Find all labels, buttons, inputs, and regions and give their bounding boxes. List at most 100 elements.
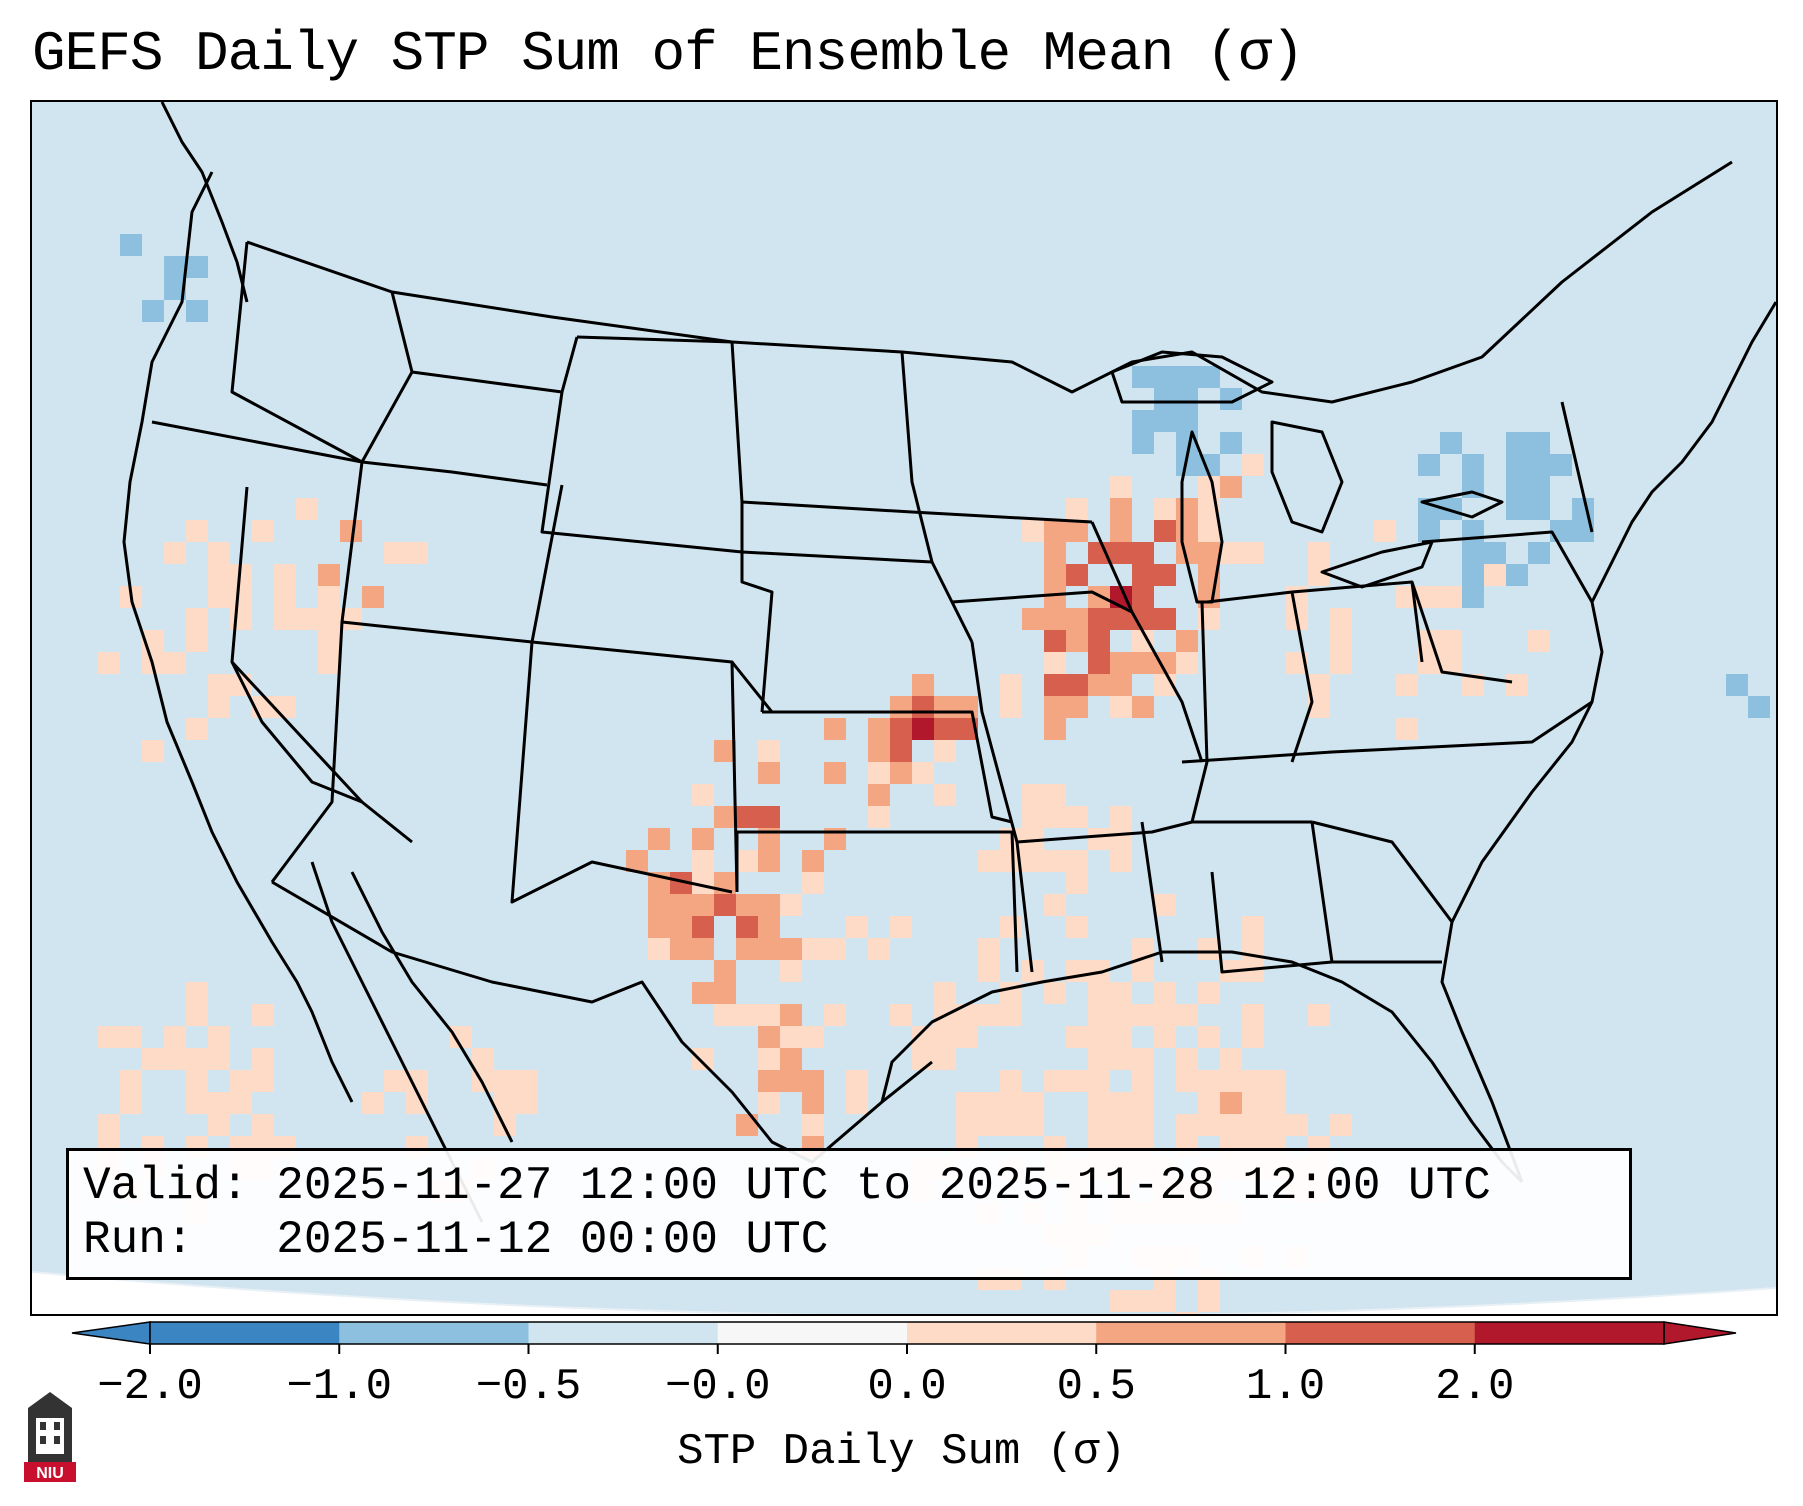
stp-cell <box>1286 586 1308 608</box>
stp-cell <box>1044 718 1066 740</box>
stp-cell <box>934 1048 956 1070</box>
stp-cell <box>1088 982 1110 1004</box>
stp-cell <box>1132 586 1154 608</box>
stp-cell <box>934 784 956 806</box>
stp-cell <box>1044 542 1066 564</box>
stp-cell <box>1088 1026 1110 1048</box>
stp-cell <box>318 586 340 608</box>
stp-cell <box>208 674 230 696</box>
stp-cell <box>1088 1114 1110 1136</box>
stp-cell <box>1044 586 1066 608</box>
stp-cell <box>890 762 912 784</box>
stp-cell <box>208 1026 230 1048</box>
state-line <box>1210 871 1442 974</box>
stp-cell <box>252 1048 274 1070</box>
stp-cell <box>230 586 252 608</box>
stp-cell <box>186 256 208 278</box>
stp-cell <box>208 586 230 608</box>
stp-cell <box>1242 1004 1264 1026</box>
stp-cell <box>736 850 758 872</box>
stp-cell <box>1550 520 1572 542</box>
stp-cell <box>912 696 934 718</box>
stp-cell <box>208 1092 230 1114</box>
stp-cell <box>472 1048 494 1070</box>
colorbar-tick-label: −0.5 <box>475 1362 582 1412</box>
valid-value: 2025-11-27 12:00 UTC to 2025-11-28 12:00… <box>276 1160 1491 1212</box>
stp-cell <box>164 652 186 674</box>
stp-cell <box>780 1070 802 1092</box>
stp-cell <box>912 674 934 696</box>
stp-cell <box>1110 674 1132 696</box>
colorbar-segment <box>528 1322 719 1344</box>
stp-cell <box>1418 652 1440 674</box>
stp-cell <box>296 498 318 520</box>
stp-cell <box>186 520 208 542</box>
stp-cell <box>1110 1114 1132 1136</box>
stp-cell <box>1242 1114 1264 1136</box>
stp-cell <box>186 1048 208 1070</box>
stp-cell <box>1308 564 1330 586</box>
stp-cell <box>1000 1004 1022 1026</box>
state-line <box>1016 820 1312 844</box>
stp-cell <box>1132 938 1154 960</box>
stp-cell <box>296 608 318 630</box>
map-panel[interactable] <box>30 100 1778 1316</box>
stp-cell <box>1154 982 1176 1004</box>
stp-cell <box>692 1048 714 1070</box>
stp-cell <box>1528 630 1550 652</box>
stp-cell <box>758 762 780 784</box>
stp-cell <box>208 1114 230 1136</box>
stp-cell <box>142 1048 164 1070</box>
logo-text: NIU <box>36 1465 64 1482</box>
stp-cell <box>714 1004 736 1026</box>
stp-cell <box>626 850 648 872</box>
stp-cell <box>1528 454 1550 476</box>
stp-cell <box>1000 1092 1022 1114</box>
stp-cell <box>1154 388 1176 410</box>
stp-cell <box>1462 454 1484 476</box>
stp-cell <box>736 894 758 916</box>
stp-cell <box>1198 1114 1220 1136</box>
stp-cell <box>1154 894 1176 916</box>
stp-cell <box>362 1092 384 1114</box>
stp-cell <box>1022 784 1044 806</box>
stp-cell <box>1132 410 1154 432</box>
stp-cell <box>1154 1026 1176 1048</box>
stp-cell <box>1000 850 1022 872</box>
run-value: 2025-11-12 00:00 UTC <box>276 1214 829 1266</box>
stp-cell <box>1528 498 1550 520</box>
stp-cell <box>1154 608 1176 630</box>
stp-cell <box>1132 542 1154 564</box>
stp-cell <box>1044 784 1066 806</box>
stp-cell <box>1154 498 1176 520</box>
stp-cell <box>846 1092 868 1114</box>
stp-cell <box>1242 1026 1264 1048</box>
stp-cell <box>1330 608 1352 630</box>
stp-cell <box>780 894 802 916</box>
stp-cell <box>120 1026 142 1048</box>
stp-cell <box>186 982 208 1004</box>
stp-cell <box>1044 564 1066 586</box>
stp-cell <box>758 1026 780 1048</box>
stp-cell <box>868 762 890 784</box>
stp-cell <box>978 1114 1000 1136</box>
stp-cell <box>956 1092 978 1114</box>
stp-cell <box>1044 652 1066 674</box>
stp-cell <box>1572 498 1594 520</box>
stp-cell <box>780 1026 802 1048</box>
run-label: Run: <box>83 1214 194 1266</box>
stp-cell <box>1176 1048 1198 1070</box>
colorbar <box>71 1321 1737 1354</box>
stp-cell <box>1110 1290 1132 1312</box>
state-line <box>1421 530 1594 603</box>
colorbar-segment <box>339 1322 529 1344</box>
coastline-and-borders <box>122 102 1776 1223</box>
stp-cell <box>1132 432 1154 454</box>
gulf-coast <box>880 950 1524 1184</box>
stp-cell <box>274 608 296 630</box>
stp-cell <box>252 1070 274 1092</box>
stp-cell <box>1066 850 1088 872</box>
stp-cell <box>1506 564 1528 586</box>
stp-cell <box>1110 1026 1132 1048</box>
stp-cell <box>1440 630 1462 652</box>
